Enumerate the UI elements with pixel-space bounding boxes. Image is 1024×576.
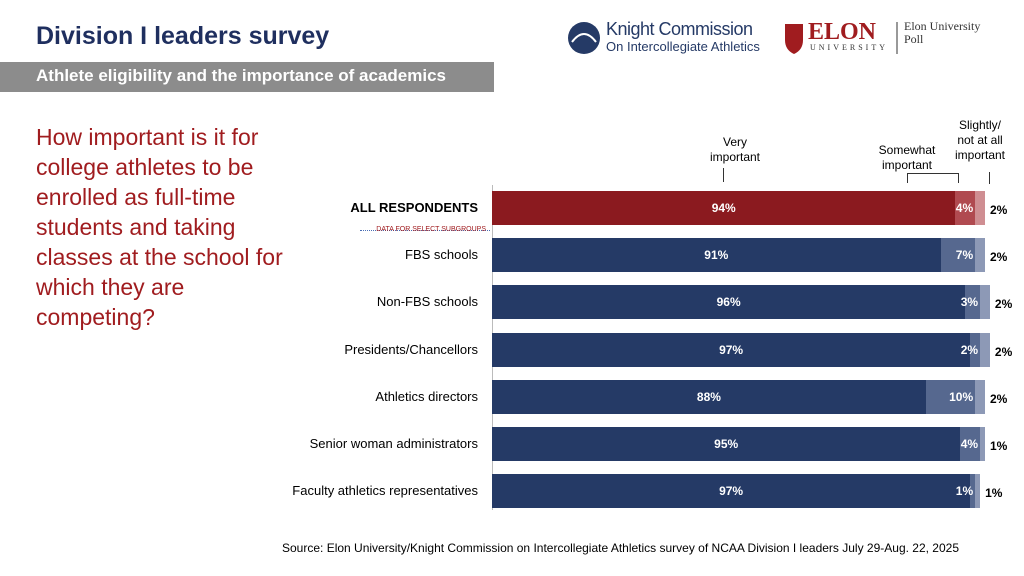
value-label: 97% [719,484,744,499]
source: Source: Elon University/Knight Commissio… [282,541,959,555]
category-label: ALL RESPONDENTS [350,200,478,215]
legend-label: Somewhat important [878,143,936,172]
bar-segment [492,474,971,509]
knight-sub: On Intercollegiate Athletics [606,39,760,54]
subtitle: Athlete eligibility and the importance o… [36,66,446,85]
bar-segment [975,474,981,509]
value-label: 10% [949,389,974,404]
bar-segment [492,332,971,367]
bar-segment [975,238,985,273]
legend-label: Very important [709,135,761,164]
bar-segment [925,379,976,414]
value-label: 2% [994,297,1013,312]
knight-icon [568,22,600,54]
knight-icon-arc [571,33,597,43]
legend-tick [989,172,990,184]
value-label: 94% [711,201,736,215]
legend-bracket [907,173,959,183]
category-label: Athletics directors [375,388,478,404]
bar-segment [980,285,990,320]
bar-segment [980,332,990,367]
subgroup-note: DATA FOR SELECT SUBGROUPS [376,226,486,233]
subgroup-divider [360,230,490,231]
elon-sub: UNIVERSITY [810,43,888,52]
bar-segment [960,427,981,461]
value-label: 1% [990,439,1008,453]
value-label: 96% [716,295,741,310]
value-label: 2% [960,342,979,357]
bar-segment [492,285,966,320]
value-label: 4% [955,201,974,215]
value-label: 88% [696,389,721,404]
question: How important is it for college athletes… [36,124,283,330]
value-label: 2% [990,250,1008,265]
value-label: 7% [955,248,974,263]
value-label: 97% [719,342,744,357]
bar-segment [965,285,981,320]
elon-poll: Elon University Poll [904,19,981,46]
bar-segment [492,191,956,225]
category-label: Faculty athletics representatives [292,483,478,499]
value-label: 95% [714,437,739,451]
category-label: Presidents/Chancellors [344,341,478,357]
bar-segment [940,238,976,273]
bar-segment [975,379,985,414]
value-label: 91% [704,248,729,263]
value-label: 1% [955,484,974,499]
value-label: 1% [985,486,1003,501]
bar-segment [980,427,985,461]
value-label: 2% [994,344,1013,359]
category-label: Senior woman administrators [309,436,478,451]
title: Division I leaders survey [36,22,330,50]
bar-segment [955,191,976,225]
value-label: 2% [990,203,1008,217]
value-label: 4% [960,437,979,451]
subtitle-band [0,62,494,92]
elon-shield [785,24,803,54]
bar-segment [970,332,981,367]
category-label: FBS schools [405,247,478,263]
value-label: 3% [960,295,979,310]
bar-segment [970,474,976,509]
bar-segment [492,379,926,414]
logos [568,22,898,54]
bar-segment [492,427,961,461]
legend-tick [723,168,724,182]
knight-name: Knight Commission [606,19,753,39]
value-label: 2% [990,391,1008,406]
bar-segment [975,191,985,225]
elon-name: ELON [808,19,877,45]
legend-label: Slightly/ not at all important [954,118,1006,162]
category-label: Non-FBS schools [376,294,478,310]
bar-segment [492,238,941,273]
